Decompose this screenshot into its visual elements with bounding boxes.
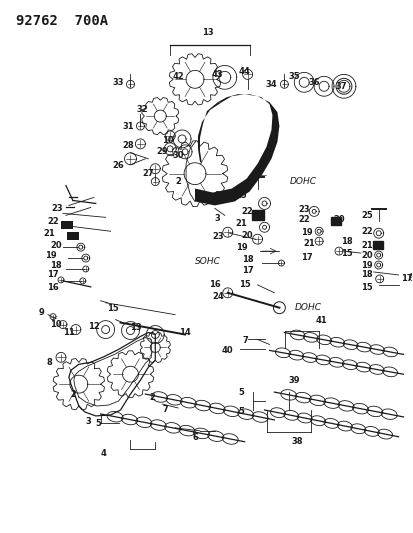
Text: 17: 17: [47, 270, 59, 279]
Text: DOHC: DOHC: [294, 303, 320, 312]
Text: 15: 15: [107, 304, 118, 313]
Text: 42: 42: [172, 72, 183, 81]
Text: 22: 22: [241, 207, 253, 216]
Text: DOHC: DOHC: [289, 177, 316, 186]
Text: 16: 16: [47, 284, 59, 292]
Text: 2: 2: [70, 390, 76, 399]
Text: 24: 24: [211, 292, 223, 301]
Text: 23: 23: [51, 204, 63, 213]
Text: 14: 14: [179, 328, 190, 337]
Text: 3: 3: [85, 417, 91, 426]
Text: 19: 19: [235, 243, 247, 252]
Text: 43: 43: [211, 70, 223, 79]
Text: 22: 22: [298, 215, 309, 224]
Text: 39: 39: [288, 376, 299, 385]
Text: 17: 17: [301, 253, 312, 262]
Polygon shape: [195, 94, 279, 205]
Text: 28: 28: [122, 141, 134, 150]
Text: 15: 15: [340, 248, 352, 257]
Text: 5: 5: [95, 419, 101, 429]
Text: 6: 6: [192, 433, 197, 442]
Text: 26: 26: [112, 161, 124, 170]
Text: 44: 44: [238, 67, 250, 76]
Text: 8: 8: [46, 358, 52, 367]
Text: 22: 22: [360, 227, 372, 236]
Text: 18: 18: [360, 270, 372, 279]
Text: 27: 27: [142, 169, 154, 178]
Text: 32: 32: [136, 104, 148, 114]
Text: 15: 15: [360, 284, 372, 292]
Text: 11: 11: [63, 328, 75, 337]
Text: 3: 3: [214, 214, 220, 223]
Text: 41: 41: [314, 316, 326, 325]
Bar: [251, 211, 263, 220]
Bar: [372, 241, 382, 249]
Bar: [61, 221, 73, 229]
Text: 36: 36: [308, 78, 319, 87]
Text: 21: 21: [360, 241, 372, 249]
Text: 31: 31: [122, 122, 134, 131]
Text: 19: 19: [301, 228, 312, 237]
Text: SOHC: SOHC: [195, 256, 221, 265]
Text: 7: 7: [242, 336, 248, 345]
Text: 18: 18: [340, 237, 352, 246]
Text: 10: 10: [50, 320, 62, 329]
Text: 9: 9: [38, 308, 44, 317]
Text: 37: 37: [335, 82, 346, 91]
Text: 29: 29: [156, 147, 168, 156]
Text: 15: 15: [238, 280, 250, 289]
Text: 38: 38: [291, 437, 302, 446]
Text: 10: 10: [162, 136, 173, 146]
Text: 17: 17: [241, 266, 253, 276]
Text: 5: 5: [238, 407, 244, 416]
Text: 19: 19: [45, 251, 57, 260]
Text: 25: 25: [360, 211, 372, 220]
Text: 34: 34: [265, 80, 277, 89]
Text: 40: 40: [221, 346, 233, 355]
Text: 2: 2: [175, 177, 180, 186]
Text: 2: 2: [149, 393, 155, 401]
Text: 4: 4: [100, 449, 106, 458]
Text: 20: 20: [50, 241, 62, 249]
Polygon shape: [197, 102, 221, 164]
Text: 20: 20: [241, 231, 253, 240]
Text: 12: 12: [88, 322, 100, 331]
Text: 21: 21: [235, 219, 247, 228]
Text: 92762  700A: 92762 700A: [16, 14, 108, 28]
Text: 30: 30: [172, 151, 183, 160]
Text: 7: 7: [162, 406, 168, 415]
Text: 18: 18: [241, 255, 253, 263]
Text: 5: 5: [238, 387, 244, 397]
Text: 13: 13: [129, 323, 141, 332]
Text: 13: 13: [202, 28, 213, 37]
Text: 20: 20: [332, 215, 344, 224]
Text: 20: 20: [360, 251, 372, 260]
Text: 23: 23: [298, 205, 309, 214]
Bar: [67, 232, 78, 240]
Text: 17: 17: [400, 274, 411, 284]
Text: 35: 35: [288, 72, 299, 81]
Text: 19: 19: [360, 261, 372, 270]
Text: 21: 21: [43, 229, 55, 238]
Text: 16: 16: [209, 280, 220, 289]
Text: 18: 18: [50, 261, 62, 270]
Bar: [330, 217, 340, 225]
Text: 22: 22: [47, 217, 59, 226]
Text: 33: 33: [112, 78, 124, 87]
Text: 21: 21: [303, 239, 314, 248]
Text: 25: 25: [235, 191, 247, 200]
Text: 23: 23: [211, 232, 223, 241]
